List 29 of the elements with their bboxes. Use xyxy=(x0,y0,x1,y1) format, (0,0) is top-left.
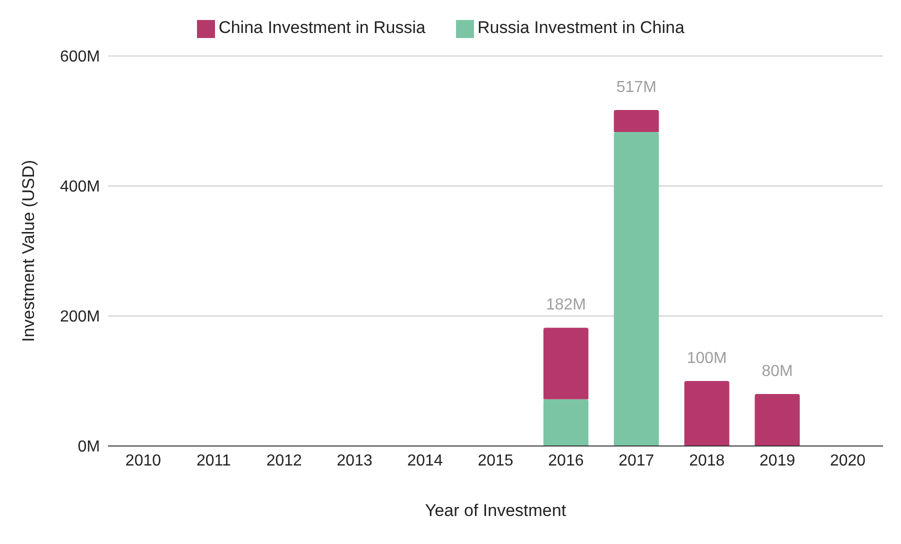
bar xyxy=(543,399,588,446)
total-label: 80M xyxy=(762,363,793,380)
x-tick-label: 2017 xyxy=(618,452,654,470)
x-tick-label: 2014 xyxy=(407,452,443,470)
x-tick-label: 2019 xyxy=(760,452,796,470)
bar xyxy=(614,132,659,446)
x-tick-label: 2011 xyxy=(196,452,231,470)
y-tick-label: 0M xyxy=(78,438,100,456)
total-label: 517M xyxy=(616,78,656,96)
x-axis-title: Year of Investment xyxy=(424,501,566,520)
x-tick-label: 2020 xyxy=(830,452,866,470)
x-tick-label: 2016 xyxy=(548,452,584,470)
x-tick-label: 2010 xyxy=(125,452,162,470)
total-label: 100M xyxy=(686,350,727,367)
y-tick-label: 400M xyxy=(60,178,100,196)
bar xyxy=(754,394,800,446)
x-tick-label: 2012 xyxy=(266,452,302,470)
legend-label: Russia Investment in China xyxy=(478,18,684,37)
bar xyxy=(543,328,588,400)
total-label: 182M xyxy=(546,296,586,314)
x-tick-label: 2015 xyxy=(478,452,514,470)
legend-label: China Investment in Russia xyxy=(218,18,426,37)
y-tick-label: 600M xyxy=(60,48,100,66)
bar xyxy=(684,381,730,446)
x-tick-label: 2018 xyxy=(689,452,725,470)
x-tick-label: 2013 xyxy=(336,452,372,470)
bar xyxy=(614,110,659,132)
y-axis-title: Investment Value (USD) xyxy=(19,160,38,342)
y-tick-label: 200M xyxy=(60,308,100,326)
